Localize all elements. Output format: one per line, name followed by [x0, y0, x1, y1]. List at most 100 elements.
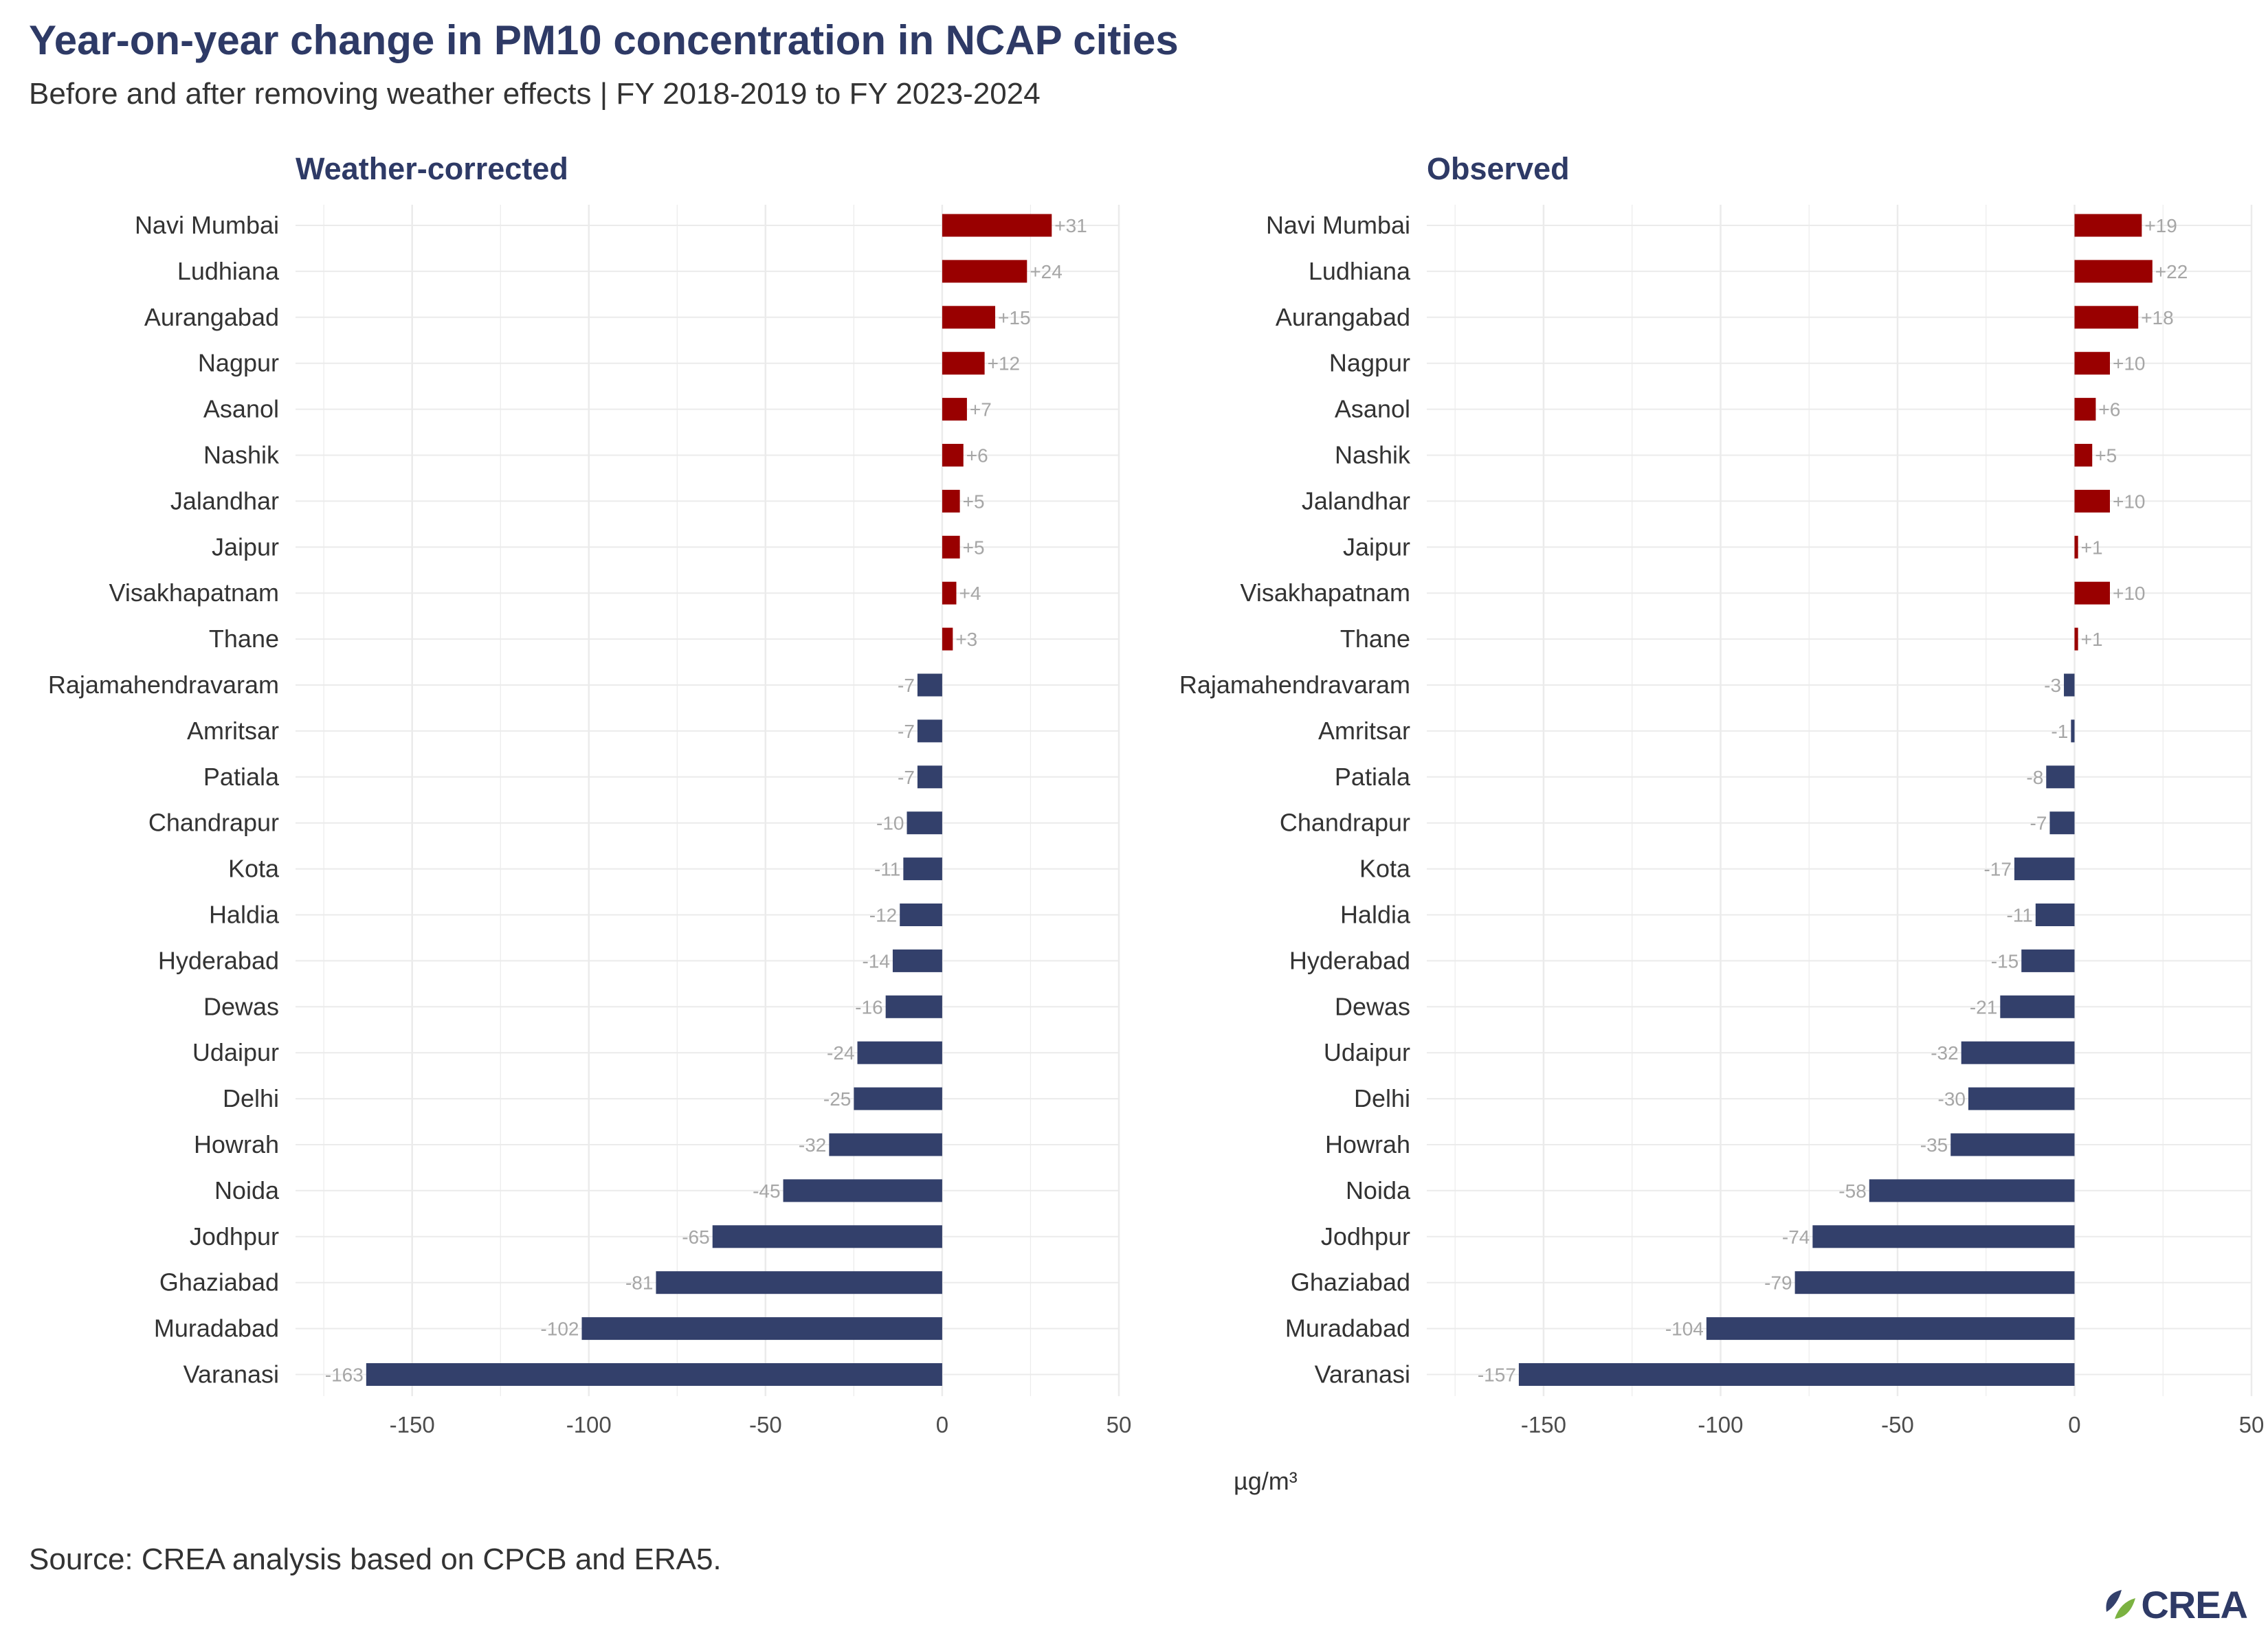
data-label: +15 [998, 307, 1031, 328]
category-label: Noida [1346, 1176, 1411, 1204]
category-label: Muradabad [1285, 1314, 1410, 1343]
bar [892, 949, 942, 972]
category-label: Varanasi [184, 1360, 279, 1389]
data-label: +1 [2081, 537, 2103, 558]
category-label: Jaipur [1343, 532, 1410, 561]
data-label: +24 [1030, 261, 1063, 282]
data-label: -7 [898, 675, 915, 696]
data-label: -24 [827, 1042, 854, 1064]
category-label: Jodhpur [190, 1222, 279, 1250]
x-axis-unit-label: µg/m³ [1234, 1467, 1298, 1495]
data-label: -17 [1983, 859, 2011, 880]
bar [2074, 352, 2110, 375]
data-label: -25 [823, 1088, 851, 1110]
category-label: Howrah [194, 1130, 279, 1158]
data-label: +6 [2098, 399, 2120, 420]
data-label: +10 [2113, 353, 2146, 374]
bar [2074, 489, 2110, 513]
bar [942, 214, 1052, 237]
bar [907, 811, 942, 835]
data-label: +19 [2144, 215, 2177, 236]
bar [885, 995, 942, 1018]
category-label: Jalandhar [170, 486, 279, 515]
category-label: Delhi [223, 1084, 279, 1112]
category-label: Thane [209, 625, 279, 653]
data-label: -11 [874, 859, 900, 880]
category-label: Kota [228, 855, 280, 883]
category-label: Nashik [203, 441, 280, 469]
bar [942, 260, 1027, 283]
data-label: -30 [1938, 1088, 1966, 1110]
bar [2074, 214, 2142, 237]
x-tick-label: -150 [390, 1412, 435, 1437]
category-label: Navi Mumbai [1266, 211, 1410, 239]
bar [2064, 673, 2075, 697]
bar [2021, 949, 2075, 972]
data-label: -157 [1478, 1365, 1516, 1386]
category-label: Navi Mumbai [135, 211, 279, 239]
bar [2074, 627, 2078, 651]
data-label: +5 [963, 537, 985, 558]
category-label: Varanasi [1315, 1360, 1410, 1389]
category-label: Hyderabad [158, 946, 279, 974]
bar [917, 765, 942, 789]
bar [942, 444, 964, 467]
data-label: +22 [2155, 261, 2188, 282]
category-label: Dewas [1335, 992, 1410, 1020]
category-label: Patiala [1335, 763, 1411, 791]
data-label: +10 [2113, 491, 2146, 512]
data-label: -14 [862, 950, 889, 972]
category-label: Ghaziabad [1291, 1268, 1410, 1297]
data-label: +4 [959, 583, 981, 604]
data-label: -21 [1970, 996, 1997, 1018]
category-label: Nagpur [198, 349, 279, 377]
data-label: -81 [625, 1272, 653, 1294]
bar [942, 581, 957, 605]
category-label: Ghaziabad [159, 1268, 279, 1297]
category-label: Chandrapur [1280, 809, 1410, 837]
bar [2074, 260, 2153, 283]
category-label: Muradabad [154, 1314, 279, 1343]
data-label: -45 [753, 1180, 780, 1202]
data-label: -35 [1920, 1134, 1948, 1156]
bar [656, 1271, 942, 1294]
data-label: +5 [2095, 445, 2117, 467]
bar [2071, 719, 2075, 743]
category-label: Ludhiana [1309, 257, 1411, 285]
bar [942, 306, 996, 329]
category-label: Nashik [1335, 441, 1411, 469]
data-label: +31 [1054, 215, 1087, 236]
bar [942, 535, 960, 559]
bar [2000, 995, 2075, 1018]
bar [2074, 444, 2093, 467]
data-label: -7 [898, 721, 915, 742]
x-tick-label: -100 [1698, 1412, 1743, 1437]
bar [2046, 765, 2075, 789]
category-label: Nagpur [1329, 349, 1410, 377]
bar [917, 719, 942, 743]
data-label: -16 [855, 996, 882, 1018]
bar [1706, 1317, 2075, 1340]
bar [942, 489, 960, 513]
data-label: -15 [1991, 950, 2019, 972]
bar [829, 1133, 942, 1156]
category-label: Haldia [1340, 901, 1411, 929]
x-tick-label: 50 [2239, 1412, 2265, 1437]
x-tick-label: 0 [936, 1412, 948, 1437]
data-label: -79 [1764, 1272, 1792, 1294]
crea-logo-text: CREA [2141, 1582, 2248, 1626]
bar [712, 1225, 942, 1248]
category-label: Rajamahendravaram [1179, 671, 1410, 699]
bar [854, 1087, 942, 1110]
category-label: Haldia [209, 901, 280, 929]
category-label: Thane [1340, 625, 1410, 653]
bar [857, 1041, 942, 1064]
bar [2074, 535, 2078, 559]
data-label: +6 [966, 445, 988, 467]
data-label: -102 [540, 1319, 579, 1340]
x-tick-label: 50 [1107, 1412, 1132, 1437]
x-tick-label: -100 [566, 1412, 612, 1437]
category-label: Amritsar [1318, 717, 1410, 745]
panel-title-observed: Observed [1427, 151, 1570, 186]
bar [900, 904, 942, 926]
